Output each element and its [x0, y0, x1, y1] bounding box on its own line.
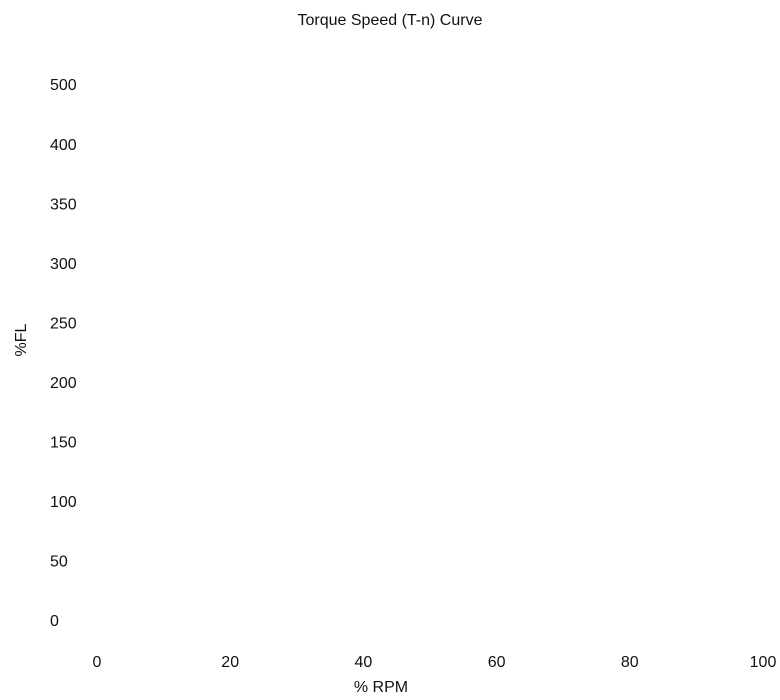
y-tick-label: 100 [50, 494, 77, 511]
x-tick-label: 0 [93, 654, 102, 671]
chart-title: Torque Speed (T-n) Curve [298, 12, 483, 29]
y-tick-label: 250 [50, 315, 77, 332]
x-tick-label: 40 [355, 654, 373, 671]
x-axis-ticks: 0 20 40 60 80 100 [93, 654, 777, 671]
x-tick-label: 60 [488, 654, 506, 671]
x-axis-label: % RPM [354, 679, 408, 696]
y-tick-label: 50 [50, 554, 68, 571]
x-tick-label: 80 [621, 654, 639, 671]
y-axis-label: %FL [13, 323, 30, 356]
x-tick-label: 20 [221, 654, 239, 671]
y-tick-label: 400 [50, 137, 77, 154]
y-tick-label: 500 [50, 77, 77, 94]
y-tick-label: 300 [50, 256, 77, 273]
y-axis-ticks: 0 50 100 150 200 250 300 350 400 500 [50, 77, 77, 630]
y-tick-label: 0 [50, 613, 59, 630]
x-tick-label: 100 [750, 654, 777, 671]
y-tick-label: 350 [50, 196, 77, 213]
y-tick-label: 150 [50, 435, 77, 452]
y-tick-label: 200 [50, 375, 77, 392]
